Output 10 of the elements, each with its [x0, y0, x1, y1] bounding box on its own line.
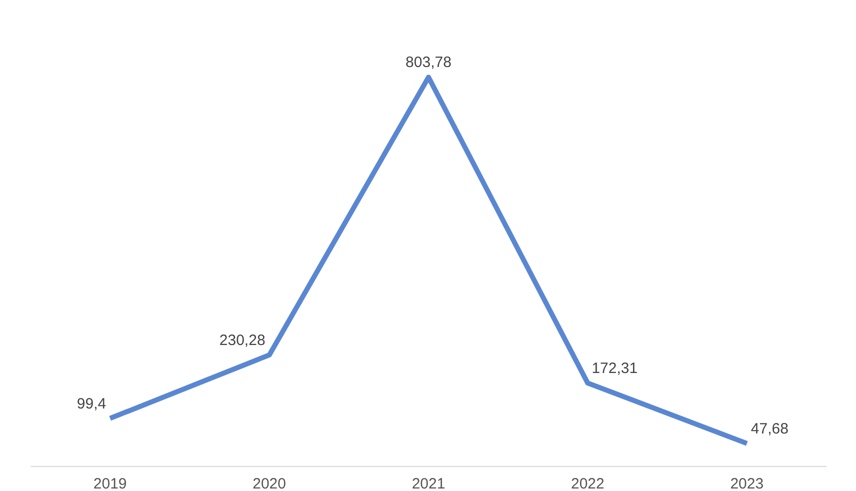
x-tick-label: 2022 [571, 476, 604, 491]
x-tick-label: 2023 [730, 476, 764, 491]
data-label: 47,68 [750, 420, 788, 438]
data-label: 230,28 [219, 332, 266, 349]
x-tick-label: 2020 [252, 476, 286, 491]
data-label: 172,31 [592, 360, 638, 378]
x-tick-label: 2021 [412, 476, 446, 491]
x-tick-label: 2019 [93, 476, 127, 491]
data-label: 803,78 [406, 54, 452, 72]
data-label: 99,4 [76, 395, 106, 412]
